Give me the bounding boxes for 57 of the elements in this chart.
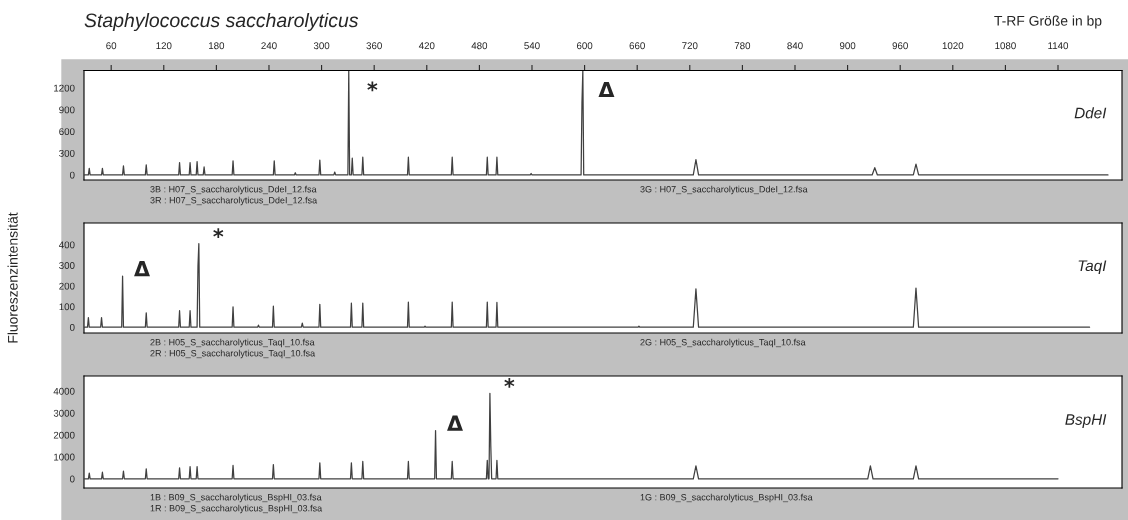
text: DdeI [1074, 107, 1107, 119]
y-tick-label: 200 [59, 282, 75, 290]
x-tick-label: 840 [787, 42, 803, 50]
text: 1R : B09_S_saccharolyticus_BspHI_03.fsa [150, 504, 323, 514]
x-tick-label: 660 [629, 42, 645, 50]
y-tick-label: 0 [69, 171, 75, 179]
line-series [84, 392, 1059, 480]
y-tick-label: 1200 [54, 84, 75, 92]
annotation: * [367, 81, 378, 92]
x-tick-label: 540 [524, 42, 540, 50]
y-tick-label: 3000 [53, 409, 75, 417]
x-axis-title: T-RF Größe in bp [994, 15, 1102, 29]
text: 3G : H07_S_saccharolyticus_DdeI_12.fsa [640, 185, 808, 195]
y-tick-label: 900 [59, 106, 75, 114]
y-tick-label: 4000 [53, 387, 75, 395]
y-tick-label: 2000 [53, 431, 75, 439]
annotation: Δ [447, 415, 463, 431]
text: TaqI [1078, 260, 1107, 275]
text: 2B : H05_S_saccharolyticus_TaqI_10.fsa [150, 338, 315, 348]
x-tick-label: 120 [156, 42, 172, 50]
y-tick-label: 600 [59, 128, 75, 136]
line-series [84, 70, 1109, 176]
y-tick-label: 300 [59, 262, 75, 269]
y-tick-label: 300 [59, 149, 75, 157]
x-tick-label: 600 [576, 42, 593, 50]
y-tick-label: 0 [69, 475, 75, 483]
chart-title: Staphylococcus saccharolyticus [84, 12, 359, 32]
y-axis-title: Fluoreszenzintensität [7, 212, 18, 343]
text: 2R : H05_S_saccharolyticus_TaqI_10.fsa [150, 349, 316, 359]
text: 1G : B09_S_saccharolyticus_BspHI_03.fsa [640, 493, 813, 503]
x-tick-label: 1020 [942, 42, 964, 50]
x-tick-label: 780 [734, 42, 751, 50]
x-tick-label: 960 [892, 42, 908, 50]
x-tick-label: 420 [418, 42, 435, 50]
x-tick-label: 480 [471, 42, 488, 50]
x-tick-label: 720 [682, 42, 698, 50]
annotation: * [213, 228, 224, 239]
text: 1B : B09_S_saccharolyticus_BspHI_03.fsa [150, 493, 322, 503]
annotation: * [504, 378, 515, 388]
y-tick-label: 100 [59, 303, 75, 311]
x-tick-label: 1080 [995, 42, 1016, 50]
y-tick-label: 400 [58, 241, 75, 249]
x-tick-label: 240 [261, 42, 277, 50]
x-tick-label: 1140 [1048, 42, 1069, 50]
x-tick-label: 900 [839, 42, 856, 50]
text: 2G : H05_S_saccharolyticus_TaqI_10.fsa [640, 338, 806, 348]
x-tick-label: 360 [366, 42, 382, 50]
annotation: Δ [598, 81, 615, 98]
text: 3B : H07_S_saccharolyticus_DdeI_12.fsa [150, 185, 317, 195]
y-tick-label: 1000 [54, 453, 75, 461]
x-tick-label: 180 [209, 42, 225, 50]
annotation: Δ [134, 261, 150, 277]
text: BspHI [1065, 414, 1107, 428]
x-tick-label: 60 [106, 42, 117, 50]
y-tick-label: 0 [69, 323, 75, 331]
text: 3R : H07_S_saccharolyticus_DdeI_12.fsa [150, 196, 318, 206]
x-tick-label: 300 [313, 42, 330, 50]
